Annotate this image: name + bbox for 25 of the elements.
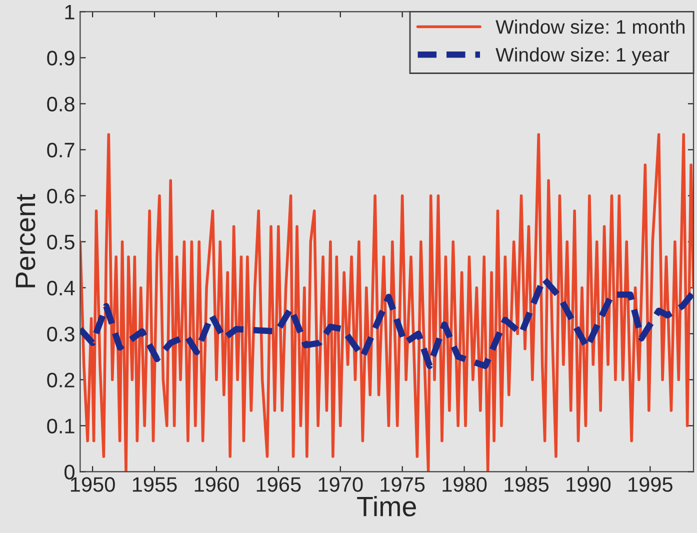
y-tick-label: 0.1 [47,418,74,434]
y-tick-label: 0.8 [47,96,74,112]
x-tick-label: 1955 [132,477,177,492]
legend-label: Window size: 1 year [496,47,670,66]
y-tick-label: 0.7 [47,142,74,158]
y-tick-label: 1 [65,4,74,20]
x-tick-label: 1995 [628,477,672,492]
legend-label: Window size: 1 month [496,20,684,34]
x-tick-label: 1970 [318,477,363,492]
y-tick-label: 0.5 [47,234,74,250]
x-tick-label: 1990 [566,477,611,492]
x-tick-label: 1980 [442,477,487,492]
x-tick-label: 1985 [504,477,549,492]
x-tick-label: 1950 [70,477,115,492]
y-tick-label: 0.2 [47,372,74,388]
y-tick-label: 0.4 [47,280,75,296]
x-tick-label: 1965 [256,477,301,492]
x-tick-label: 1960 [194,477,239,492]
y-tick-label: 0 [64,464,74,480]
y-tick-label: 0.9 [47,50,74,66]
x-axis-title: Time [357,496,416,516]
y-axis-title: Percent [16,194,36,288]
x-tick-label: 1975 [380,477,425,492]
y-tick-label: 0.3 [47,326,74,342]
y-tick-label: 0.6 [47,188,74,204]
